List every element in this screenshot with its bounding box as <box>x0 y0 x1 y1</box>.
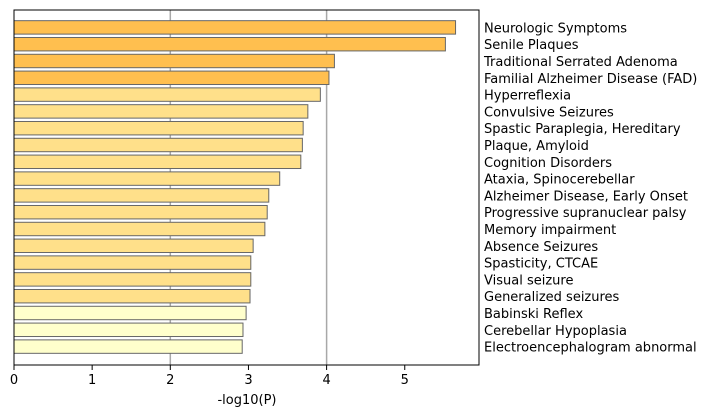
bar <box>13 221 266 237</box>
category-label: Babinski Reflex <box>484 307 583 322</box>
category-label: Alzheimer Disease, Early Onset <box>484 189 688 204</box>
category-label: Generalized seizures <box>484 290 620 305</box>
category-label: Hyperreflexia <box>484 89 571 104</box>
bar <box>13 288 251 304</box>
category-label: Spastic Paraplegia, Hereditary <box>484 122 681 137</box>
plot-frame <box>13 9 480 366</box>
bar <box>13 137 303 153</box>
x-tick-label: 0 <box>10 373 18 388</box>
bar <box>13 272 252 287</box>
bar <box>13 238 254 254</box>
bar <box>13 255 252 270</box>
bar <box>13 154 302 170</box>
category-label: Progressive supranuclear palsy <box>484 206 687 221</box>
bar <box>13 339 243 354</box>
bar <box>13 171 281 186</box>
category-label: Familial Alzheimer Disease (FAD) <box>484 72 697 87</box>
category-label: Spasticity, CTCAE <box>484 257 598 272</box>
x-tick-label: 2 <box>166 373 174 388</box>
bar <box>13 104 309 119</box>
x-axis-ticks: 0 1 2 3 4 5 <box>10 365 409 388</box>
bar <box>13 20 457 35</box>
bar <box>13 53 335 69</box>
bar <box>13 188 270 203</box>
category-label: Traditional Serrated Adenoma <box>483 55 678 70</box>
bars-group <box>13 20 457 354</box>
bar <box>13 204 268 220</box>
category-label: Absence Seizures <box>484 240 598 255</box>
category-label: Memory impairment <box>484 223 616 238</box>
x-tick-label: 5 <box>401 373 409 388</box>
bar <box>13 322 244 338</box>
category-label: Neurologic Symptoms <box>484 21 627 36</box>
category-label: Convulsive Seizures <box>484 105 614 120</box>
bar <box>13 87 321 102</box>
x-tick-label: 1 <box>88 373 96 388</box>
x-tick-label: 4 <box>322 373 330 388</box>
bar <box>13 120 304 136</box>
category-label: Cerebellar Hypoplasia <box>484 324 627 339</box>
category-labels: Neurologic Symptoms Senile Plaques Traditi… <box>483 21 697 355</box>
category-label: Senile Plaques <box>484 38 579 53</box>
category-label: Ataxia, Spinocerebellar <box>484 173 635 188</box>
x-tick-label: 3 <box>244 373 252 388</box>
bar <box>13 36 446 52</box>
bar <box>13 305 247 321</box>
category-label: Visual seizure <box>484 273 573 288</box>
bar <box>13 70 330 86</box>
x-axis-title: -log10(P) <box>217 393 276 408</box>
category-label: Cognition Disorders <box>484 156 612 171</box>
category-label: Electroencephalogram abnormal <box>484 341 697 356</box>
category-label: Plaque, Amyloid <box>484 139 589 154</box>
